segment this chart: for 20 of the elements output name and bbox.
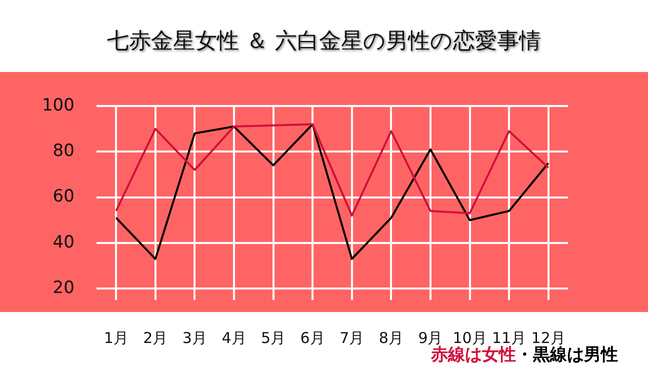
x-tick-label: 2月 bbox=[143, 328, 168, 347]
y-tick-label: 100 bbox=[42, 95, 74, 116]
x-tick-label: 6月 bbox=[300, 328, 325, 347]
y-tick-label: 80 bbox=[52, 141, 74, 162]
y-tick-label: 20 bbox=[52, 278, 74, 298]
x-tick-label: 7月 bbox=[340, 328, 364, 347]
x-tick-label: 3月 bbox=[182, 328, 207, 347]
x-tick-label: 11月 bbox=[492, 328, 526, 347]
chart-title: 七赤金星女性 ＆ 六白金星の男性の恋愛事情 bbox=[106, 28, 542, 56]
x-tick-label: 4月 bbox=[222, 328, 246, 347]
x-tick-label: 8月 bbox=[378, 328, 404, 347]
x-tick-label: 9月 bbox=[418, 328, 443, 347]
x-tick-label: 1月 bbox=[104, 328, 128, 347]
x-tick-label: 5月 bbox=[261, 328, 286, 347]
text: ・黒線は男性 bbox=[516, 345, 618, 365]
x-tick-label: 10月 bbox=[452, 328, 487, 347]
y-tick-label: 40 bbox=[52, 232, 74, 252]
y-tick-label: 60 bbox=[52, 186, 74, 207]
text: 赤線は女性 bbox=[431, 345, 516, 365]
x-tick-label: 12月 bbox=[531, 328, 566, 347]
